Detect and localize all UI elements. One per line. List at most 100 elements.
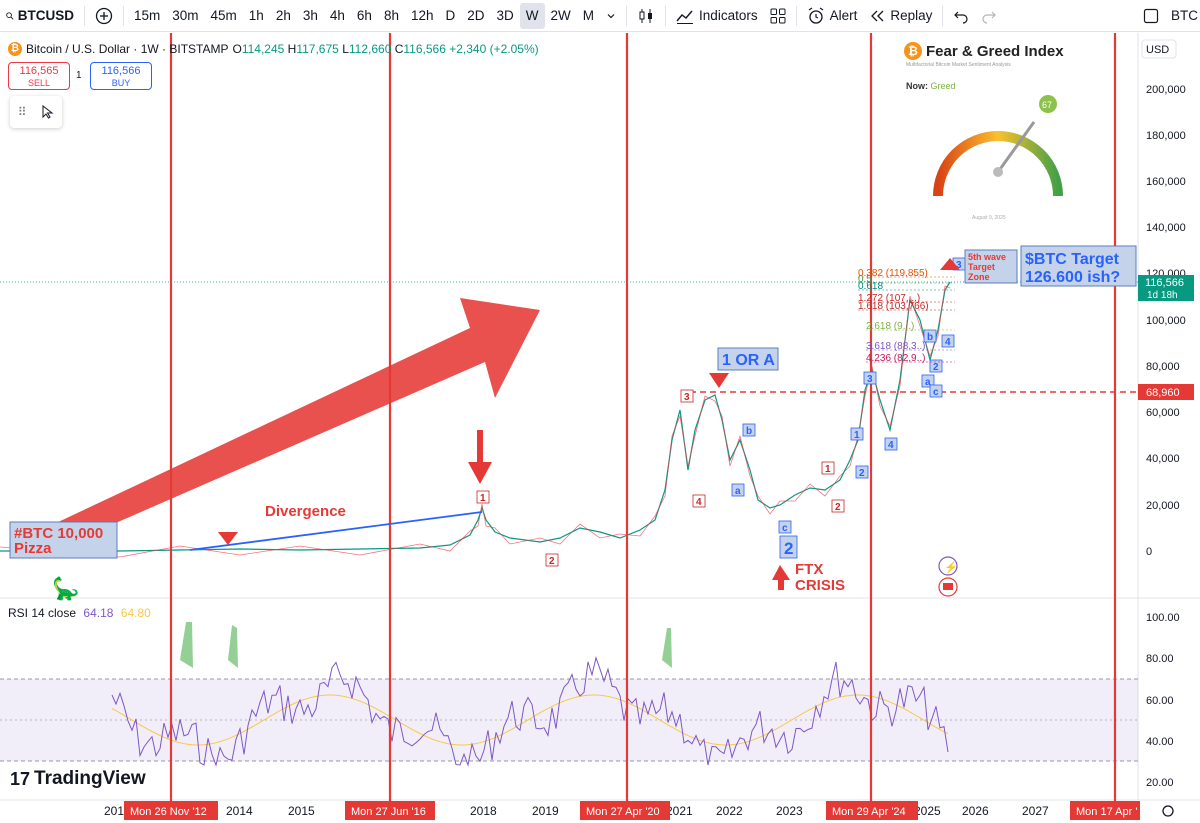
interval-8h[interactable]: 8h bbox=[383, 8, 399, 23]
drag-handle-icon[interactable]: ⠿ bbox=[17, 105, 27, 119]
tradingview-logo[interactable]: 17 TradingView bbox=[10, 768, 146, 790]
replay-button[interactable]: Replay bbox=[863, 0, 938, 32]
settings-gear-icon[interactable] bbox=[1162, 805, 1174, 817]
interval-3h[interactable]: 3h bbox=[302, 8, 318, 23]
interval-12h[interactable]: 12h bbox=[410, 8, 434, 23]
wave-label-box[interactable] bbox=[545, 553, 559, 567]
wave-label-box[interactable] bbox=[831, 499, 845, 513]
ftx-label-line1[interactable]: FTX bbox=[795, 561, 823, 578]
one-or-a-label[interactable]: 1 OR A bbox=[722, 352, 775, 369]
target-label-line1[interactable]: $BTC Target bbox=[1025, 251, 1120, 268]
time-tick-label: 2014 bbox=[226, 804, 253, 818]
wave-label-box[interactable] bbox=[884, 437, 898, 451]
interval-2w[interactable]: 2W bbox=[550, 8, 571, 23]
compare-button[interactable] bbox=[89, 0, 119, 32]
wave-label-box[interactable] bbox=[941, 334, 955, 348]
interval-2d[interactable]: 2D bbox=[467, 8, 485, 23]
rsi-ma-line bbox=[111, 694, 949, 746]
pizza-annotation-box[interactable] bbox=[9, 521, 118, 559]
interval-30m[interactable]: 30m bbox=[172, 8, 199, 23]
wave-label-box[interactable] bbox=[921, 374, 935, 388]
interval-d[interactable]: D bbox=[445, 8, 456, 23]
price-chart[interactable]: 200,000180,000160,000140,000120,000100,0… bbox=[0, 33, 1200, 823]
fifth-wave-box[interactable] bbox=[964, 249, 1018, 284]
divider bbox=[795, 5, 797, 26]
currency-button[interactable] bbox=[1141, 39, 1177, 59]
interval-45m[interactable]: 45m bbox=[210, 8, 237, 23]
price-tick-label: 40,000 bbox=[1146, 453, 1180, 465]
rsi-tick-label: 20.00 bbox=[1146, 777, 1174, 789]
alert-button[interactable]: Alert bbox=[801, 0, 864, 32]
interval-15m[interactable]: 15m bbox=[134, 8, 161, 23]
symbol-legend[interactable]: ₿ Bitcoin / U.S. Dollar · 1W · BITSTAMP … bbox=[8, 42, 539, 56]
wave-label-box[interactable] bbox=[929, 384, 943, 398]
top-toolbar: BTCUSD 15m 30m 45m 1h 2h 3h 4h 6h 8h 12h D 2D 3D W 2W M… bbox=[0, 0, 1200, 32]
undo-button[interactable] bbox=[947, 0, 975, 32]
wave-label-box[interactable] bbox=[692, 494, 706, 508]
interval-6h[interactable]: 6h bbox=[356, 8, 372, 23]
wave-label-box[interactable] bbox=[778, 520, 792, 534]
pizza-annotation-line1[interactable]: #BTC 10,000 bbox=[14, 525, 103, 542]
wave-label-box[interactable] bbox=[821, 461, 835, 475]
wave-label-box[interactable] bbox=[476, 490, 490, 504]
interval-4h[interactable]: 4h bbox=[329, 8, 345, 23]
right-symbol[interactable]: BTC bbox=[1171, 8, 1198, 23]
big-trend-arrow[interactable] bbox=[20, 298, 540, 556]
redo-button[interactable] bbox=[975, 0, 1003, 32]
wave-label-box[interactable] bbox=[850, 427, 864, 441]
ftx-label-line2[interactable]: CRISIS bbox=[795, 577, 845, 594]
divergence-label[interactable]: Divergence bbox=[265, 503, 346, 520]
indicators-button[interactable]: Indicators bbox=[670, 0, 764, 32]
wave-label-box[interactable] bbox=[731, 483, 745, 497]
wave-label-text: 2 bbox=[859, 468, 865, 479]
lightning-event-icon[interactable] bbox=[938, 556, 958, 576]
candlestick-icon bbox=[639, 8, 653, 23]
current-price-badge[interactable] bbox=[1138, 275, 1194, 301]
replay-label: Replay bbox=[890, 8, 933, 23]
pizza-annotation-line2[interactable]: Pizza bbox=[14, 540, 52, 557]
rsi-legend[interactable]: RSI 14 close 64.18 64.80 bbox=[8, 606, 151, 620]
rsi-label: RSI 14 close bbox=[8, 606, 77, 620]
wave-label-box[interactable] bbox=[863, 371, 877, 385]
one-or-a-box[interactable] bbox=[717, 347, 779, 371]
drawing-tool-widget[interactable]: ⠿ bbox=[10, 96, 62, 128]
level-price-badge[interactable] bbox=[1138, 384, 1194, 400]
chart-type-button[interactable] bbox=[631, 0, 661, 32]
wave-label-box[interactable] bbox=[680, 389, 694, 403]
price-axis[interactable]: 200,000180,000160,000140,000120,000100,0… bbox=[1146, 84, 1186, 558]
buy-button[interactable]: 116,566 BUY bbox=[90, 62, 152, 90]
wave-label-box[interactable] bbox=[779, 535, 798, 559]
sell-button[interactable]: 116,565 SELL bbox=[8, 62, 70, 90]
wave-label-box[interactable] bbox=[742, 423, 756, 437]
cursor-arrow-icon[interactable] bbox=[42, 105, 54, 119]
interval-w[interactable]: W bbox=[519, 2, 545, 29]
plus-circle-icon bbox=[95, 7, 113, 24]
interval-3d[interactable]: 3D bbox=[496, 8, 514, 23]
divider bbox=[665, 5, 667, 26]
interval-1h[interactable]: 1h bbox=[248, 8, 264, 23]
order-quantity[interactable]: 1 bbox=[76, 70, 82, 81]
rsi-overbought-fill bbox=[228, 625, 238, 668]
layouts-button[interactable] bbox=[764, 0, 792, 32]
target-label-line2[interactable]: 126.600 ish? bbox=[1025, 269, 1120, 286]
wave-label-box[interactable] bbox=[855, 465, 869, 479]
divergence-trendline[interactable] bbox=[189, 511, 483, 551]
rsi-axis[interactable]: 100.00 80.00 60.00 40.00 20.00 bbox=[1146, 612, 1180, 789]
price-tick-label: 200,000 bbox=[1146, 84, 1186, 96]
rsi-ma-value: 64.80 bbox=[120, 606, 151, 620]
interval-m[interactable]: M bbox=[582, 8, 595, 23]
symbol-name: BTCUSD bbox=[17, 8, 74, 23]
watchlist-toggle[interactable] bbox=[1137, 0, 1165, 32]
symbol-search[interactable]: BTCUSD bbox=[0, 0, 80, 32]
sell-label: SELL bbox=[27, 78, 51, 88]
target-box[interactable] bbox=[1020, 245, 1137, 287]
countdown-text: 1d 18h bbox=[1147, 290, 1178, 301]
wave-labels[interactable]: 1 2 3 4 a b c 2 1 2 1 2 3 4 a b c 2 4 3 bbox=[476, 257, 966, 567]
interval-2h[interactable]: 2h bbox=[275, 8, 291, 23]
cycle-lines[interactable] bbox=[169, 33, 1117, 820]
time-axis[interactable]: 2013 2014 2015 2018 2019 2021 2022 2023 2025 2026… bbox=[104, 804, 1049, 818]
interval-dropdown[interactable] bbox=[600, 0, 622, 32]
wave-label-box[interactable] bbox=[929, 359, 943, 373]
